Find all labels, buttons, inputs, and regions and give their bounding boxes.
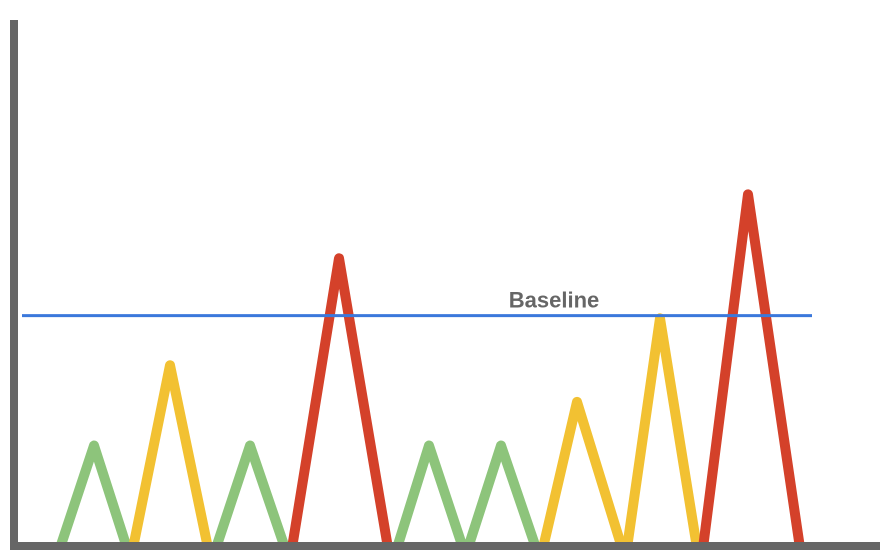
peak-green-6 <box>463 440 541 550</box>
peak-yellow-8 <box>622 313 702 549</box>
peak-green-3 <box>211 440 290 550</box>
peak-green-1 <box>55 440 132 550</box>
peak-red-4 <box>287 253 393 549</box>
peak-green-5 <box>392 440 468 550</box>
peak-yellow-7 <box>538 396 627 550</box>
baseline-label: Baseline <box>509 288 600 313</box>
peak-yellow-2 <box>128 360 213 550</box>
peak-red-9 <box>698 189 805 549</box>
peaks-layer <box>55 189 805 550</box>
